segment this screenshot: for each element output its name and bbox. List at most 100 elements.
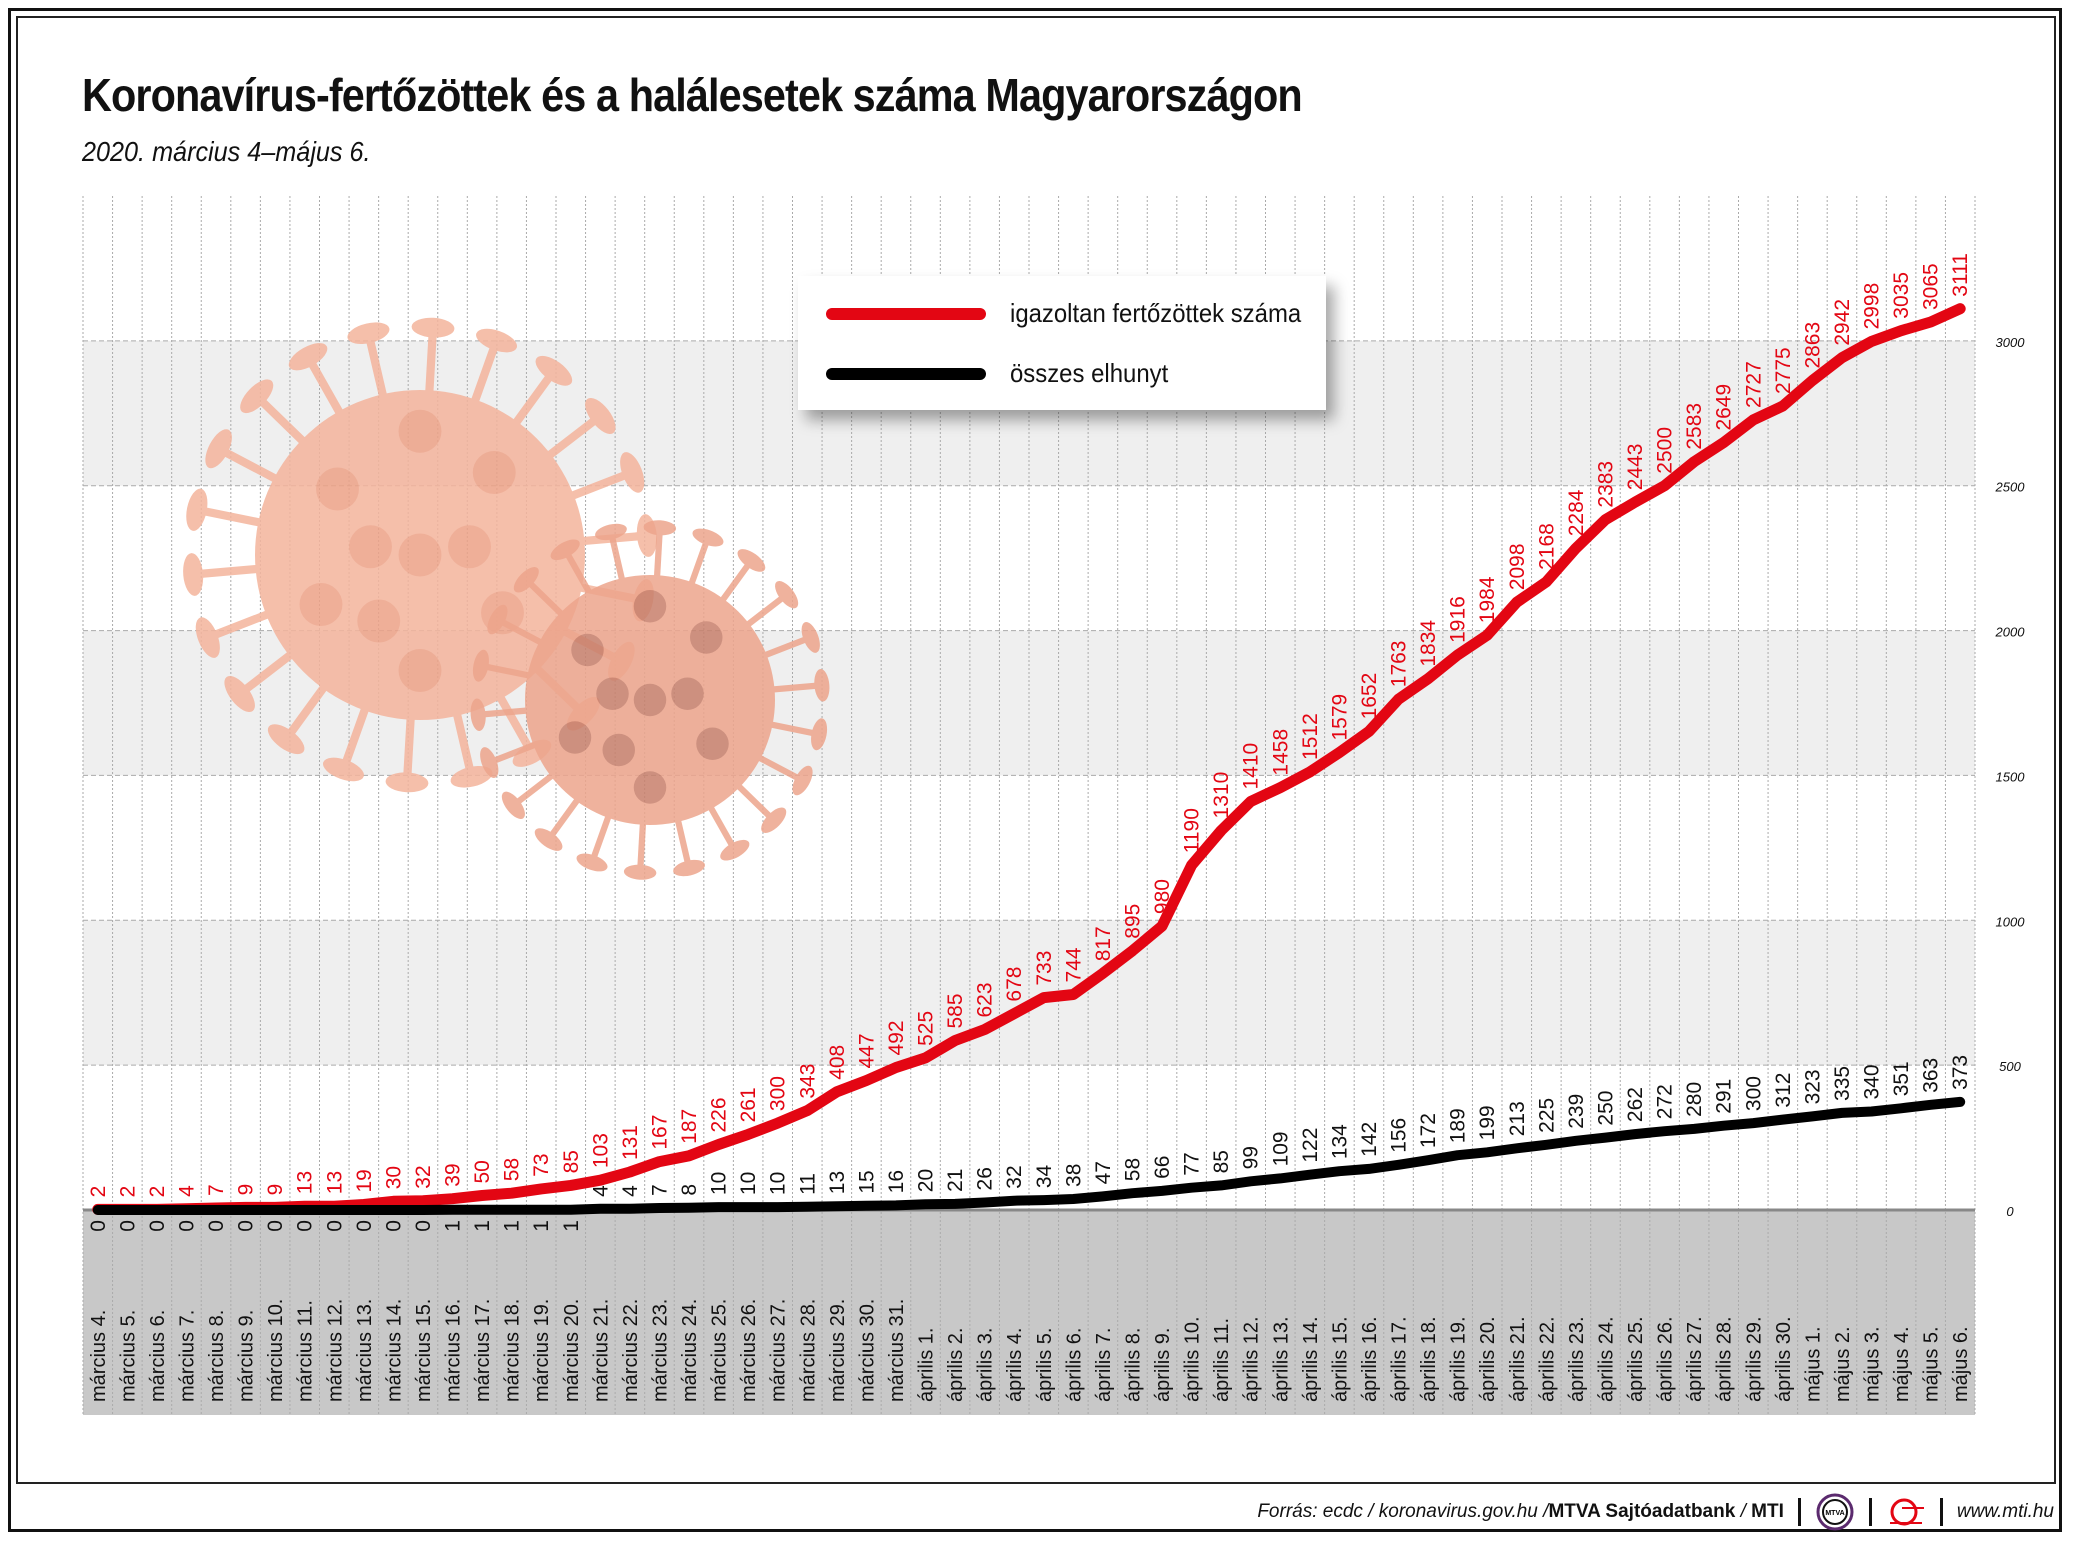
infected-value-label: 2168 [1535,523,1558,570]
deaths-value-label: 0 [294,1220,317,1232]
deaths-value-label: 32 [1003,1165,1026,1188]
infected-value-label: 2583 [1683,403,1706,450]
x-tick-label: március 31. [886,1299,908,1402]
virus-spike-tip [480,747,499,778]
legend-label: igazoltan fertőzöttek száma [1010,298,1302,328]
x-tick-label: április 30. [1773,1316,1795,1402]
deaths-value-label: 134 [1328,1124,1351,1159]
deaths-value-label: 66 [1151,1156,1174,1179]
infected-value-label: 1984 [1476,576,1499,623]
x-tick-label: április 6. [1063,1328,1085,1402]
virus-spike-tip [720,839,750,861]
infected-value-label: 2942 [1831,299,1854,346]
x-tick-label: március 12. [324,1299,346,1402]
virus-dot [671,677,704,710]
deaths-value-label: 34 [1033,1164,1056,1188]
y-tick-label: 1500 [1996,769,2026,784]
virus-dot [690,621,723,654]
infected-value-label: 2649 [1713,384,1736,431]
virus-spike-tip [814,669,830,702]
x-tick-label: április 18. [1418,1316,1440,1402]
outer-frame [8,8,2062,1532]
deaths-value-label: 0 [205,1220,228,1232]
deaths-value-label: 189 [1447,1108,1470,1143]
deaths-value-label: 199 [1476,1105,1499,1140]
deaths-value-label: 312 [1772,1073,1795,1108]
deaths-value-label: 262 [1624,1087,1647,1122]
y-tick-label: 2500 [1995,480,2026,495]
virus-spike-tip [801,622,820,653]
infected-value-label: 733 [1033,951,1056,986]
x-tick-label: március 14. [383,1299,405,1402]
website: www.mti.hu [1956,1501,2054,1522]
infected-value-label: 187 [678,1109,701,1144]
deaths-value-label: 363 [1920,1058,1943,1093]
infected-value-label: 1652 [1358,673,1381,720]
x-tick-label: április 5. [1034,1328,1056,1402]
virus-spike-tip [576,853,608,872]
deaths-value-label: 15 [855,1170,878,1193]
virus-spike-tip [513,566,539,593]
source-bold: MTVA Sajtóadatbank [1548,1501,1736,1522]
infected-value-label: 1410 [1240,743,1263,790]
deaths-value-label: 1 [501,1220,524,1232]
deaths-value-label: 335 [1831,1066,1854,1101]
virus-spike-tip [347,322,390,345]
x-tick-label: április 13. [1270,1316,1292,1402]
x-tick-label: április 17. [1389,1316,1411,1402]
deaths-value-label: 4 [589,1185,612,1197]
deaths-value-label: 4 [619,1185,642,1197]
virus-illustration-large [183,317,657,793]
infected-value-label: 980 [1151,879,1174,914]
infected-value-label: 167 [648,1115,671,1150]
infected-value-label: 3035 [1890,272,1913,319]
deaths-value-label: 7 [648,1184,671,1196]
x-tick-label: március 22. [620,1299,642,1402]
deaths-value-label: 0 [87,1220,110,1232]
infected-value-label: 19 [353,1169,376,1192]
x-tick-label: április 4. [1004,1328,1026,1402]
deaths-value-label: 340 [1861,1064,1884,1099]
x-tick-label: április 3. [975,1328,997,1402]
mtva-logo: MTVA [1816,1493,1854,1531]
deaths-value-label: 10 [708,1172,731,1195]
mtva-logo-text: MTVA [1825,1510,1844,1517]
x-tick-label: március 9. [236,1310,258,1402]
virus-dot [633,590,667,623]
deaths-value-label: 21 [944,1169,967,1192]
infected-value-label: 1579 [1328,694,1351,741]
y-tick-label: 500 [1999,1059,2021,1074]
deaths-value-label: 291 [1713,1079,1736,1114]
legend-label: összes elhunyt [1010,358,1169,388]
infected-value-label: 1834 [1417,620,1440,667]
deaths-value-label: 109 [1269,1131,1292,1166]
inner-frame [16,16,2056,1484]
virus-spike-tip [761,807,787,834]
infected-value-label: 2775 [1772,347,1795,394]
deaths-value-label: 1 [471,1220,494,1232]
infected-value-label: 13 [294,1171,317,1194]
deaths-value-label: 280 [1683,1082,1706,1117]
virus-spike-tip [240,379,274,414]
deaths-value-label: 58 [1121,1158,1144,1181]
deaths-value-label: 0 [412,1220,435,1232]
infected-value-label: 39 [442,1163,465,1186]
divider [1939,1498,1943,1526]
infected-value-label: 744 [1062,947,1085,982]
deaths-value-label: 0 [175,1220,198,1232]
deaths-value-label: 20 [915,1169,938,1192]
x-tick-label: április 15. [1329,1316,1351,1402]
x-tick-label: március 15. [413,1299,435,1402]
virus-spike-tip [673,859,705,877]
virus-dot [357,599,401,643]
deaths-value-label: 1 [442,1220,465,1232]
x-tick-label: április 9. [1152,1328,1174,1402]
infected-value-label: 343 [796,1064,819,1099]
virus-spike-tip [487,604,508,635]
virus-spike-tip [775,581,799,609]
x-tick-label: április 27. [1684,1316,1706,1402]
infected-value-label: 1916 [1447,596,1470,643]
divider [1797,1498,1801,1526]
virus-spike-tip [811,718,828,751]
deaths-value-label: 213 [1506,1101,1529,1136]
